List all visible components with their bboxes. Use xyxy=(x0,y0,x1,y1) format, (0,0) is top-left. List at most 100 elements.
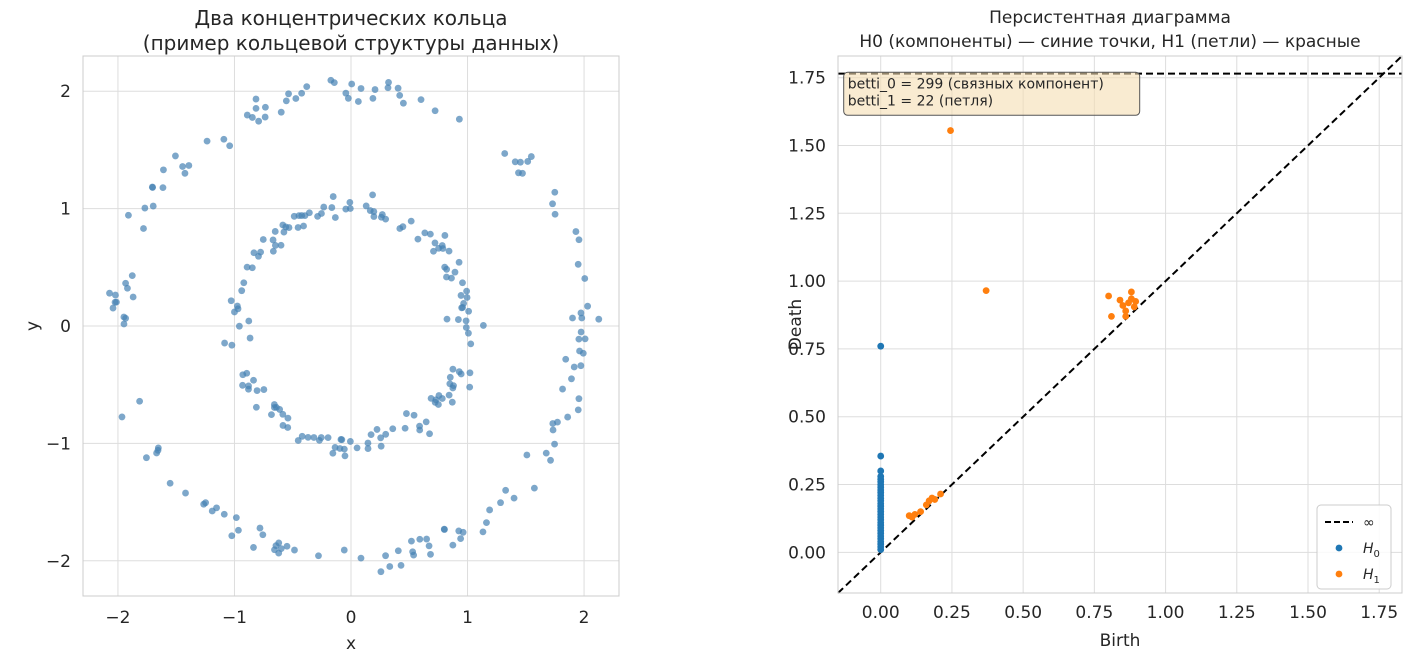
ring-point xyxy=(574,260,582,268)
ring-point xyxy=(421,229,429,237)
ring-point xyxy=(129,293,137,301)
H1-point xyxy=(947,127,954,134)
ring-point xyxy=(562,355,570,363)
x-tick-label: 0.25 xyxy=(933,603,971,623)
y-tick-label: 0.75 xyxy=(788,340,826,360)
ring-point xyxy=(331,214,339,221)
y-tick-label: 1 xyxy=(60,200,71,220)
x-tick-label: 0.00 xyxy=(862,603,900,623)
ring-point xyxy=(443,265,451,273)
ring-point xyxy=(269,236,277,244)
ring-point xyxy=(246,334,254,342)
ring-point xyxy=(579,349,587,357)
ring-point xyxy=(394,84,402,92)
ring-point xyxy=(276,406,284,413)
legend-point-swatch xyxy=(1335,570,1343,578)
ring-point xyxy=(172,152,179,160)
ring-point xyxy=(422,418,430,426)
ring-point xyxy=(283,542,291,550)
ring-point xyxy=(441,232,449,239)
y-tick-label: −2 xyxy=(46,552,71,572)
ring-point xyxy=(438,242,446,249)
chart-title-line2: (пример кольцевой структуры данных) xyxy=(143,31,559,55)
ring-point xyxy=(235,322,243,330)
ring-point xyxy=(346,198,354,206)
ring-point xyxy=(248,264,256,272)
ring-point xyxy=(109,304,117,312)
ring-point xyxy=(362,202,370,210)
ring-point xyxy=(510,494,518,502)
ring-point xyxy=(160,166,167,174)
ring-point xyxy=(125,211,132,219)
persistence-diagram: 0.00 0.25 0.50 0.75 1.00 1.25 1.50 1.75 0.00 0.25… xyxy=(786,8,1403,651)
ring-point xyxy=(294,224,302,231)
ring-point xyxy=(435,401,442,408)
H0-point xyxy=(877,467,885,475)
y-tick-label: −1 xyxy=(46,434,71,454)
ring-point xyxy=(457,292,465,299)
ring-point xyxy=(455,258,463,266)
ring-point xyxy=(416,426,424,434)
H1-point xyxy=(1122,307,1130,315)
x-tick-label: 1.50 xyxy=(1289,603,1327,623)
ring-point xyxy=(430,247,437,255)
ring-point xyxy=(382,552,389,560)
ring-point xyxy=(136,397,144,405)
ring-point xyxy=(466,369,474,377)
H1-point xyxy=(1122,312,1130,320)
ring-point xyxy=(280,228,288,236)
ring-point xyxy=(243,111,251,119)
ring-point xyxy=(377,434,385,442)
rings-chart: −2 −1 0 1 2 −2 −1 0 1 2 Два концентрических кольц… xyxy=(23,6,620,654)
ring-point xyxy=(570,363,578,371)
ring-point xyxy=(367,431,375,439)
ring-point xyxy=(467,340,475,348)
ring-point xyxy=(551,440,558,448)
ring-point xyxy=(310,434,318,441)
ring-point xyxy=(549,420,557,427)
ring-point xyxy=(261,113,269,121)
ring-point xyxy=(149,202,157,210)
ring-point xyxy=(446,380,454,388)
ring-point xyxy=(357,85,365,92)
x-tick-label: −1 xyxy=(222,608,247,628)
legend-point-swatch xyxy=(1335,544,1343,552)
y-tick-label: 0.00 xyxy=(788,543,826,563)
ring-point xyxy=(328,204,336,211)
ring-point xyxy=(462,324,470,331)
ring-point xyxy=(252,104,260,112)
ring-point xyxy=(240,279,248,287)
ring-point xyxy=(414,235,422,243)
ring-point xyxy=(427,550,434,558)
ring-point xyxy=(342,89,350,97)
ring-point xyxy=(277,545,285,553)
x-tick-label: −2 xyxy=(105,608,130,628)
ring-point xyxy=(559,385,566,393)
x-tick-label: 2 xyxy=(579,608,590,628)
ring-point xyxy=(140,225,147,232)
ring-point xyxy=(410,411,418,419)
ring-point xyxy=(284,414,292,422)
ring-point xyxy=(346,205,354,212)
ring-point xyxy=(370,213,378,220)
ring-point xyxy=(386,563,394,570)
legend-box xyxy=(1316,504,1392,590)
H1-point xyxy=(1108,312,1115,320)
ring-point xyxy=(384,84,392,92)
ring-point xyxy=(373,426,381,433)
ring-point xyxy=(233,302,241,310)
y-tick-label: 2 xyxy=(60,82,71,102)
y-tick-label: 1.25 xyxy=(788,204,826,224)
y-tick-label: 0 xyxy=(60,317,71,337)
ring-point xyxy=(459,304,467,311)
H1-point xyxy=(931,496,939,503)
ring-point xyxy=(253,387,261,394)
ring-point xyxy=(331,444,339,451)
ring-point xyxy=(285,90,292,98)
ring-point xyxy=(221,339,228,347)
chart-title-line1: Два концентрических кольца xyxy=(195,6,508,30)
ring-point xyxy=(446,373,454,381)
ring-point xyxy=(248,114,256,121)
ring-point xyxy=(451,268,459,276)
ring-point xyxy=(327,76,335,84)
